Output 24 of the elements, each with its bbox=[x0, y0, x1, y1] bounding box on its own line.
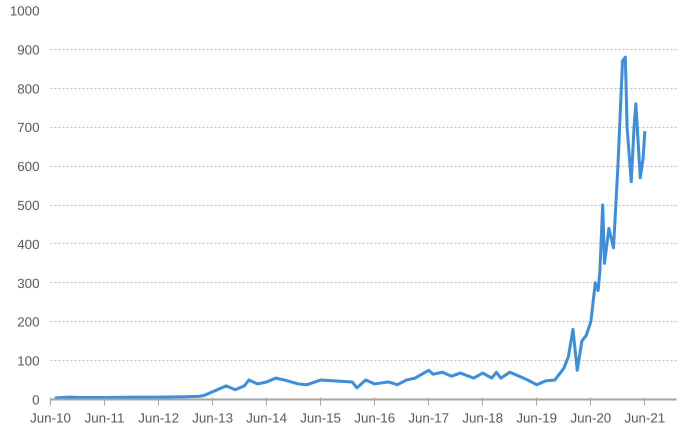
x-tick-label: Jun-15 bbox=[300, 410, 341, 426]
y-tick-label: 300 bbox=[17, 276, 40, 291]
x-tick-label: Jun-13 bbox=[192, 410, 234, 426]
x-tick-label: Jun-10 bbox=[30, 410, 71, 426]
x-tick-label: Jun-11 bbox=[84, 410, 124, 426]
y-tick-label: 0 bbox=[32, 392, 40, 408]
x-tick-label: Jun-18 bbox=[462, 410, 504, 426]
y-tick-label: 100 bbox=[17, 354, 40, 369]
y-tick-label: 900 bbox=[17, 42, 40, 58]
x-tick-label: Jun-20 bbox=[570, 410, 612, 426]
x-tick-label: Jun-12 bbox=[138, 410, 180, 426]
x-tick-label: Jun-16 bbox=[354, 410, 396, 426]
y-tick-label: 500 bbox=[17, 198, 40, 213]
y-tick-label: 600 bbox=[17, 159, 40, 174]
x-tick-label: Jun-19 bbox=[516, 410, 558, 426]
y-tick-label: 700 bbox=[17, 120, 40, 136]
line-series bbox=[53, 56, 646, 400]
x-tick-label: Jun-14 bbox=[246, 410, 288, 426]
y-tick-label: 200 bbox=[17, 314, 40, 330]
x-tick-label: Jun-17 bbox=[408, 410, 450, 426]
y-tick-label: 1000 bbox=[10, 4, 40, 18]
x-tick-label: Jun-21 bbox=[624, 410, 666, 426]
y-tick-label: 400 bbox=[17, 236, 40, 252]
y-tick-label: 800 bbox=[17, 81, 40, 96]
